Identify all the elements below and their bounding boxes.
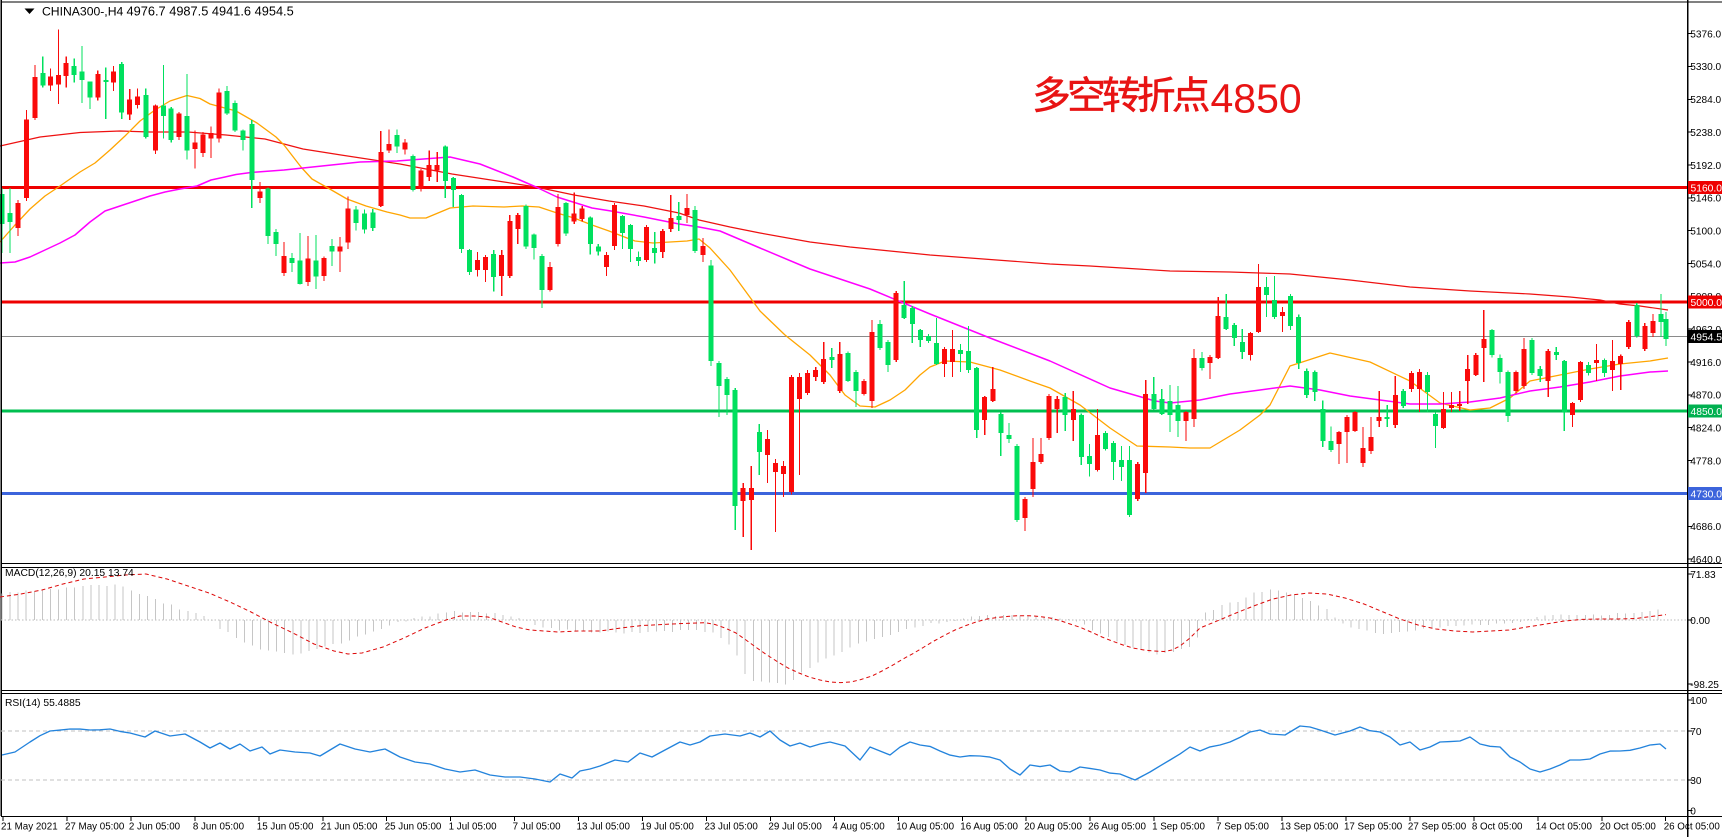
- svg-text:4916.0: 4916.0: [1690, 358, 1721, 369]
- svg-text:4778.0: 4778.0: [1690, 456, 1721, 467]
- svg-text:8 Jun 05:00: 8 Jun 05:00: [193, 822, 245, 833]
- svg-text:5284.0: 5284.0: [1690, 95, 1721, 106]
- svg-text:20 Aug 05:00: 20 Aug 05:00: [1024, 822, 1082, 833]
- svg-text:13 Jul 05:00: 13 Jul 05:00: [577, 822, 631, 833]
- svg-text:0: 0: [1690, 806, 1696, 817]
- svg-text:5100.0: 5100.0: [1690, 226, 1721, 237]
- svg-text:4954.5: 4954.5: [1691, 332, 1722, 343]
- svg-text:19 Jul 05:00: 19 Jul 05:00: [641, 822, 695, 833]
- svg-text:2 Jun 05:00: 2 Jun 05:00: [129, 822, 181, 833]
- svg-text:4850: 4850: [1211, 76, 1302, 122]
- svg-text:21 Jun 05:00: 21 Jun 05:00: [321, 822, 378, 833]
- svg-text:27 May 05:00: 27 May 05:00: [65, 822, 125, 833]
- svg-text:4730.0: 4730.0: [1691, 489, 1722, 500]
- svg-text:70: 70: [1690, 727, 1702, 738]
- svg-text:4824.0: 4824.0: [1690, 424, 1721, 435]
- svg-text:RSI(14) 55.4885: RSI(14) 55.4885: [5, 698, 81, 709]
- svg-text:5330.0: 5330.0: [1690, 62, 1721, 73]
- svg-text:7 Jul 05:00: 7 Jul 05:00: [513, 822, 561, 833]
- svg-text:CHINA300-,H4: CHINA300-,H4: [42, 5, 123, 19]
- svg-text:10 Aug 05:00: 10 Aug 05:00: [896, 822, 954, 833]
- svg-text:5238.0: 5238.0: [1690, 128, 1721, 139]
- svg-text:4 Aug 05:00: 4 Aug 05:00: [832, 822, 885, 833]
- svg-text:21 May 2021: 21 May 2021: [1, 822, 58, 833]
- svg-text:5376.0: 5376.0: [1690, 29, 1721, 40]
- svg-text:-98.25: -98.25: [1690, 680, 1719, 691]
- svg-text:26 Aug 05:00: 26 Aug 05:00: [1088, 822, 1146, 833]
- svg-text:5146.0: 5146.0: [1690, 194, 1721, 205]
- svg-text:16 Aug 05:00: 16 Aug 05:00: [960, 822, 1018, 833]
- svg-text:71.83: 71.83: [1690, 570, 1716, 581]
- svg-text:1 Jul 05:00: 1 Jul 05:00: [449, 822, 497, 833]
- svg-text:15 Jun 05:00: 15 Jun 05:00: [257, 822, 314, 833]
- svg-text:27 Sep 05:00: 27 Sep 05:00: [1408, 822, 1467, 833]
- svg-text:14 Oct 05:00: 14 Oct 05:00: [1536, 822, 1593, 833]
- svg-text:5192.0: 5192.0: [1690, 161, 1721, 172]
- svg-text:13 Sep 05:00: 13 Sep 05:00: [1280, 822, 1339, 833]
- svg-text:30: 30: [1690, 776, 1702, 787]
- svg-text:8 Oct 05:00: 8 Oct 05:00: [1472, 822, 1523, 833]
- svg-text:5000.0: 5000.0: [1691, 298, 1722, 309]
- svg-text:4976.7 4987.5 4941.6 4954.5: 4976.7 4987.5 4941.6 4954.5: [127, 4, 294, 19]
- svg-text:29 Jul 05:00: 29 Jul 05:00: [768, 822, 822, 833]
- svg-text:4870.0: 4870.0: [1690, 391, 1721, 402]
- svg-text:23 Jul 05:00: 23 Jul 05:00: [704, 822, 758, 833]
- svg-text:4850.0: 4850.0: [1691, 407, 1722, 418]
- svg-text:5054.0: 5054.0: [1690, 259, 1721, 270]
- svg-text:4640.0: 4640.0: [1690, 555, 1721, 566]
- svg-text:100: 100: [1690, 696, 1707, 707]
- svg-text:20 Oct 05:00: 20 Oct 05:00: [1600, 822, 1657, 833]
- svg-text:17 Sep 05:00: 17 Sep 05:00: [1344, 822, 1403, 833]
- svg-text:MACD(12,26,9) 20.15 13.74: MACD(12,26,9) 20.15 13.74: [5, 568, 134, 579]
- svg-text:7 Sep 05:00: 7 Sep 05:00: [1216, 822, 1269, 833]
- svg-text:0.00: 0.00: [1690, 616, 1710, 627]
- svg-text:5160.0: 5160.0: [1691, 183, 1722, 194]
- svg-text:4686.0: 4686.0: [1690, 522, 1721, 533]
- svg-text:1 Sep 05:00: 1 Sep 05:00: [1152, 822, 1205, 833]
- svg-text:25 Jun 05:00: 25 Jun 05:00: [385, 822, 442, 833]
- svg-text:26 Oct 05:00: 26 Oct 05:00: [1664, 822, 1721, 833]
